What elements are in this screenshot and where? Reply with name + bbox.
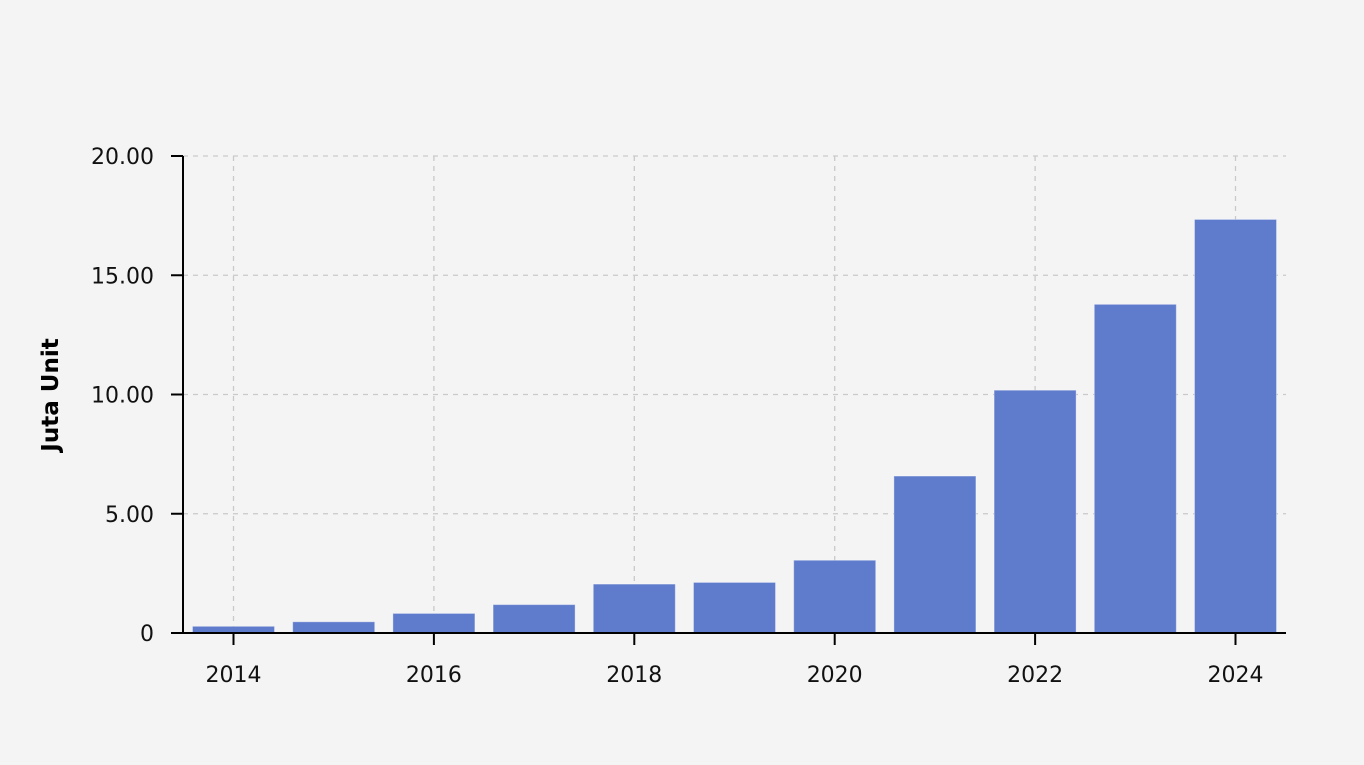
x-ticks: 2014 2016 2018 2020 2022 2024	[206, 633, 1264, 688]
grid-lines	[183, 155, 1286, 633]
y-tick-label: 10.00	[91, 384, 154, 409]
y-tick-label: 15.00	[91, 264, 154, 289]
x-tick-label: 2022	[1007, 663, 1063, 688]
x-tick-label: 2024	[1208, 663, 1264, 688]
bar-2017	[492, 604, 576, 634]
bar-2018	[592, 583, 676, 634]
bar-2024	[1194, 218, 1277, 634]
bar-2016	[392, 612, 476, 634]
bar-2023	[1093, 303, 1177, 634]
x-tick-label: 2020	[807, 663, 863, 688]
x-tick-label: 2014	[206, 663, 262, 688]
bars	[192, 218, 1277, 634]
x-tick-label: 2018	[606, 663, 662, 688]
y-tick-label: 0	[140, 622, 154, 647]
bar-2020	[793, 559, 877, 634]
y-tick-label: 20.00	[91, 145, 154, 170]
bar-2021	[893, 475, 977, 634]
y-ticks: 0 5.00 10.00 15.00 20.00	[91, 145, 183, 647]
x-tick-label: 2016	[406, 663, 462, 688]
y-axis-label: Juta Unit	[38, 338, 64, 453]
bar-2019	[693, 581, 776, 634]
y-tick-label: 5.00	[105, 503, 154, 528]
bar-2022	[993, 389, 1077, 634]
bar-2014	[192, 625, 275, 634]
bar-2015	[292, 621, 376, 634]
